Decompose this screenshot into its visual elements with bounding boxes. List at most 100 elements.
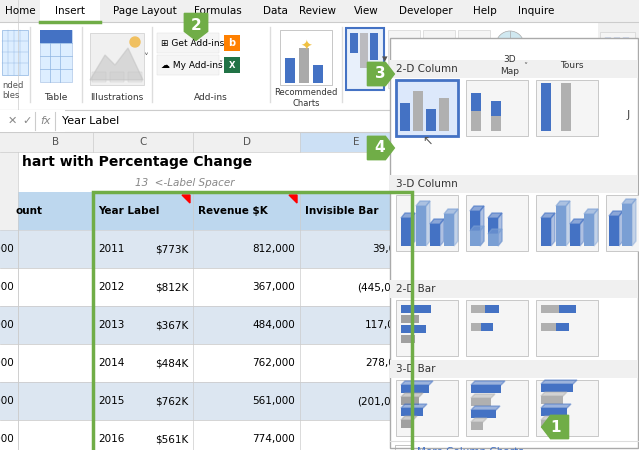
Bar [488, 234, 498, 246]
Bar [30, 22, 82, 110]
Bar [395, 445, 413, 450]
Polygon shape [401, 195, 409, 203]
Bar [541, 218, 551, 246]
Bar [536, 195, 598, 251]
Polygon shape [401, 381, 433, 385]
Text: 2016: 2016 [98, 434, 125, 444]
Text: 561,000: 561,000 [252, 396, 295, 406]
Bar [401, 218, 411, 246]
Text: Revenue $K: Revenue $K [198, 206, 268, 216]
Bar [390, 60, 638, 78]
Text: nded: nded [2, 81, 24, 90]
Bar [471, 323, 493, 331]
Text: b: b [228, 38, 236, 48]
Circle shape [496, 31, 524, 59]
Polygon shape [541, 404, 571, 408]
Bar [621, 40, 627, 82]
Text: 4: 4 [374, 140, 385, 156]
Text: 812,000: 812,000 [252, 244, 295, 254]
Bar [299, 48, 309, 83]
Bar [0, 306, 639, 344]
Bar [360, 33, 368, 68]
Bar [285, 58, 295, 83]
Bar [416, 206, 426, 246]
Polygon shape [584, 209, 598, 214]
Bar [0, 132, 18, 152]
Polygon shape [367, 136, 394, 160]
Bar [390, 175, 638, 193]
Bar [0, 110, 639, 132]
Bar [346, 28, 384, 90]
Bar [491, 116, 501, 131]
Text: 2: 2 [190, 18, 201, 33]
Polygon shape [367, 62, 394, 86]
Polygon shape [454, 209, 458, 246]
Polygon shape [541, 392, 567, 396]
Bar [0, 0, 639, 10]
Bar [110, 72, 124, 82]
Polygon shape [480, 206, 484, 246]
Polygon shape [440, 219, 444, 246]
Text: Variance: Variance [417, 206, 468, 216]
Bar [606, 195, 639, 251]
Bar [466, 195, 528, 251]
Text: 773,000: 773,000 [0, 244, 14, 254]
Text: More Column Charts...: More Column Charts... [417, 447, 534, 450]
Text: 2014: 2014 [98, 358, 125, 368]
Bar [396, 80, 458, 136]
Bar [439, 98, 449, 131]
Polygon shape [498, 229, 502, 246]
Bar [413, 91, 423, 131]
Text: ☁ My Add-ins: ☁ My Add-ins [161, 60, 222, 69]
Bar [548, 22, 598, 110]
Text: 2015: 2015 [98, 396, 125, 406]
Text: View: View [353, 6, 378, 16]
Bar [541, 420, 555, 428]
Bar [541, 408, 567, 416]
Text: 561,000: 561,000 [0, 434, 14, 444]
Bar [401, 315, 419, 323]
Polygon shape [439, 45, 451, 57]
Bar [491, 101, 501, 131]
Bar [396, 195, 458, 251]
Polygon shape [501, 195, 509, 203]
Polygon shape [541, 416, 559, 420]
Polygon shape [411, 213, 415, 246]
Polygon shape [594, 209, 598, 246]
Bar [390, 360, 638, 378]
Bar [466, 300, 528, 356]
Text: F: F [459, 137, 465, 147]
Bar [458, 30, 490, 88]
Bar [541, 323, 569, 331]
Bar [280, 30, 332, 85]
Circle shape [427, 45, 451, 69]
Polygon shape [401, 416, 417, 420]
Text: 484,000: 484,000 [0, 358, 14, 368]
Bar [0, 110, 65, 132]
Polygon shape [471, 418, 487, 422]
Polygon shape [470, 226, 484, 231]
Text: bles: bles [2, 91, 19, 100]
Text: Invisible Bar: Invisible Bar [305, 206, 378, 216]
Text: 2-D Bar: 2-D Bar [396, 284, 436, 294]
Bar [561, 83, 571, 131]
Text: Review: Review [298, 6, 335, 16]
Bar [536, 80, 598, 136]
Text: 762,000: 762,000 [0, 396, 14, 406]
Bar [0, 22, 639, 110]
Bar [152, 22, 270, 110]
Text: Home: Home [4, 6, 35, 16]
Bar [570, 224, 580, 246]
Bar [396, 380, 458, 436]
Bar [400, 103, 410, 131]
Bar [470, 211, 480, 246]
Bar [471, 111, 481, 131]
Polygon shape [488, 229, 502, 234]
Bar [370, 33, 378, 60]
Bar [401, 420, 413, 428]
Text: Page Layout: Page Layout [113, 6, 177, 16]
Text: Table: Table [44, 94, 68, 103]
Text: $773K: $773K [155, 244, 188, 254]
Text: 39,000: 39,000 [372, 244, 408, 254]
Text: Add-ins: Add-ins [194, 94, 228, 103]
